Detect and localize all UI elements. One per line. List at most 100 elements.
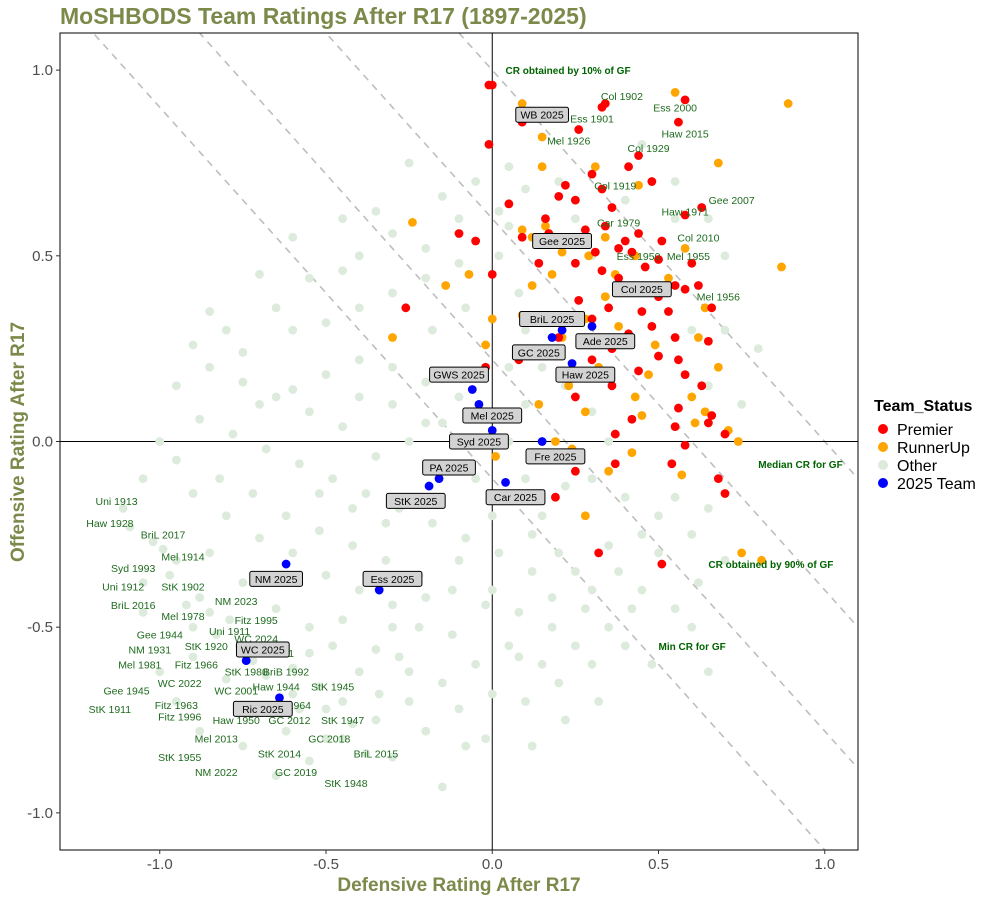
point-other (687, 529, 697, 539)
point-premier (640, 262, 650, 272)
point-other (221, 511, 231, 521)
point-runnerup (534, 399, 544, 409)
point-premier (517, 232, 527, 242)
point-other (703, 667, 713, 677)
point-other (348, 719, 357, 729)
team-label: StK 1948 (324, 778, 367, 790)
point-runnerup (388, 333, 397, 342)
point-other (288, 385, 298, 394)
point-other (521, 184, 530, 194)
point-other (487, 511, 497, 521)
point-runnerup (670, 88, 680, 97)
team-2025-label-box (235, 641, 290, 658)
point-runnerup (517, 99, 527, 108)
team-label: Haw 1928 (86, 518, 133, 530)
point-other (521, 697, 530, 706)
point-2025-team (501, 477, 510, 487)
point-premier (707, 411, 717, 420)
point-other (421, 273, 431, 283)
point-other (521, 399, 530, 409)
point-runnerup (737, 548, 747, 558)
point-2025-team (487, 425, 497, 435)
point-other (195, 726, 205, 736)
point-runnerup (713, 158, 723, 168)
reference-line-label: Min CR for GF (659, 642, 726, 653)
team-2025-label-box (429, 366, 489, 383)
point-2025-team (281, 559, 291, 569)
point-premier (401, 303, 411, 313)
point-runnerup (614, 321, 623, 331)
team-2025-label-box (422, 459, 476, 476)
point-runnerup (487, 314, 497, 324)
point-other (238, 377, 248, 387)
point-other (514, 607, 524, 617)
team-label: Mel 2013 (195, 734, 238, 746)
point-other (604, 437, 614, 446)
point-other (314, 682, 324, 691)
team-label: Uni 1912 (102, 581, 144, 593)
point-other (514, 652, 524, 662)
point-premier (594, 548, 604, 558)
point-other (481, 600, 490, 610)
team-label: Col 2010 (677, 232, 719, 244)
team-label: Syd 1993 (111, 563, 156, 575)
point-runnerup (557, 247, 567, 257)
point-other (570, 567, 580, 576)
team-2025-label: Ric 2025 (242, 704, 284, 716)
point-other (228, 429, 238, 439)
point-premier (720, 429, 730, 439)
point-other (620, 195, 630, 205)
reference-line-label: CR obtained by 90% of GF (708, 560, 833, 571)
point-other (620, 492, 630, 502)
point-other (561, 481, 570, 491)
plot-area: Col 1902 Ess 2000 Ess 1901 Haw 2015 Mel 1926… (27, 32, 859, 873)
point-runnerup (441, 281, 451, 290)
point-other (255, 533, 264, 543)
point-other (394, 652, 404, 662)
point-other (338, 615, 348, 625)
team-label: Gee 2007 (709, 195, 755, 207)
point-other (437, 192, 447, 201)
point-premier (561, 180, 570, 190)
team-label: StK 1955 (158, 752, 201, 764)
point-premier (610, 459, 620, 469)
point-other (328, 474, 338, 484)
point-2025-team (275, 693, 284, 703)
point-2025-team (241, 656, 251, 666)
point-other (447, 585, 457, 595)
point-other (328, 641, 338, 651)
point-other (388, 362, 397, 372)
point-other (614, 567, 623, 576)
point-other (314, 526, 324, 536)
point-other (354, 667, 364, 677)
point-runnerup (408, 217, 417, 227)
team-label: Col 1919 (594, 180, 636, 192)
point-premier (570, 258, 580, 268)
point-other (604, 541, 614, 550)
point-other (238, 347, 248, 357)
point-premier (697, 203, 707, 212)
point-premier (670, 281, 680, 290)
team-label: Mel 1914 (161, 552, 204, 564)
point-other (687, 622, 697, 632)
point-runnerup (634, 180, 643, 190)
point-premier (574, 295, 584, 305)
point-other (703, 381, 713, 391)
team-label: Ess 2000 (653, 102, 697, 114)
chart-title: MoSHBODS Team Ratings After R17 (1897-20… (60, 3, 587, 29)
point-premier (590, 247, 600, 257)
point-other (620, 641, 630, 651)
point-other (248, 656, 258, 666)
team-label: StK 1945 (311, 682, 354, 694)
point-other (471, 474, 481, 484)
point-other (215, 474, 225, 484)
point-other (321, 734, 331, 743)
point-premier (610, 429, 620, 439)
legend-label: 2025 Team (897, 476, 976, 493)
point-other (288, 232, 298, 242)
point-other (527, 741, 537, 751)
team-label: StK 1980 (225, 667, 268, 679)
point-premier (680, 370, 690, 380)
point-premier (627, 414, 637, 424)
point-other (181, 600, 191, 610)
